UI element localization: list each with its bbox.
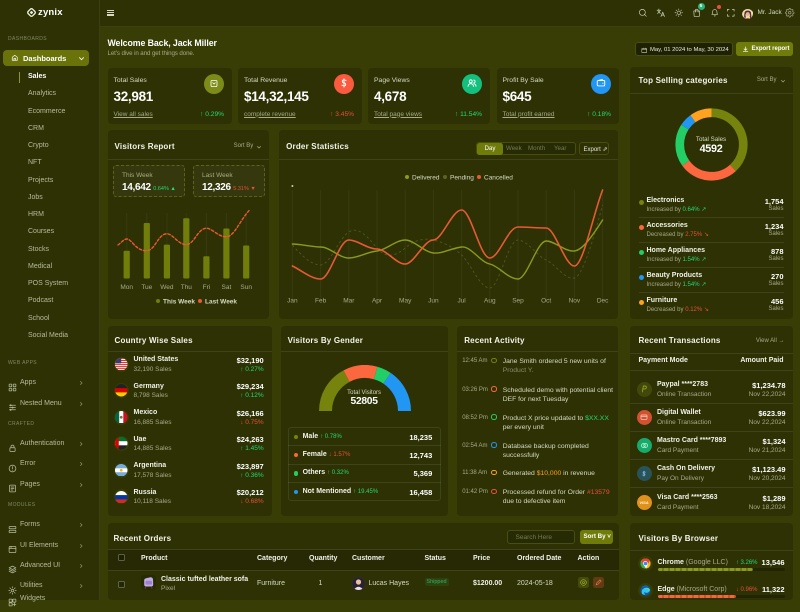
svg-text:Feb: Feb	[315, 298, 327, 305]
svg-text:Delivered: Delivered	[412, 175, 440, 182]
svg-text:Tue: Tue	[141, 284, 152, 291]
svg-text:Sep: Sep	[512, 298, 524, 305]
svg-text:Pending: Pending	[450, 175, 474, 182]
svg-text:Oct: Oct	[541, 298, 551, 305]
svg-text:Fri: Fri	[202, 284, 210, 291]
svg-text:Jan: Jan	[287, 298, 298, 305]
svg-text:Cancelled: Cancelled	[484, 175, 513, 182]
svg-text:This Week: This Week	[163, 299, 195, 306]
svg-text:Mar: Mar	[343, 298, 355, 305]
svg-text:Apr: Apr	[372, 298, 383, 305]
svg-text:Jul: Jul	[458, 298, 467, 305]
svg-text:Last Week: Last Week	[205, 299, 237, 306]
svg-text:May: May	[399, 298, 412, 305]
svg-text:Nov: Nov	[569, 298, 581, 305]
svg-text:Wed: Wed	[160, 284, 174, 291]
svg-text:Aug: Aug	[484, 298, 496, 305]
svg-text:Sat: Sat	[221, 284, 231, 291]
svg-text:Sun: Sun	[240, 284, 252, 291]
svg-text:Mon: Mon	[120, 284, 133, 291]
svg-text:Jun: Jun	[428, 298, 439, 305]
svg-text:Dec: Dec	[597, 298, 609, 305]
svg-text:Thu: Thu	[180, 284, 192, 291]
